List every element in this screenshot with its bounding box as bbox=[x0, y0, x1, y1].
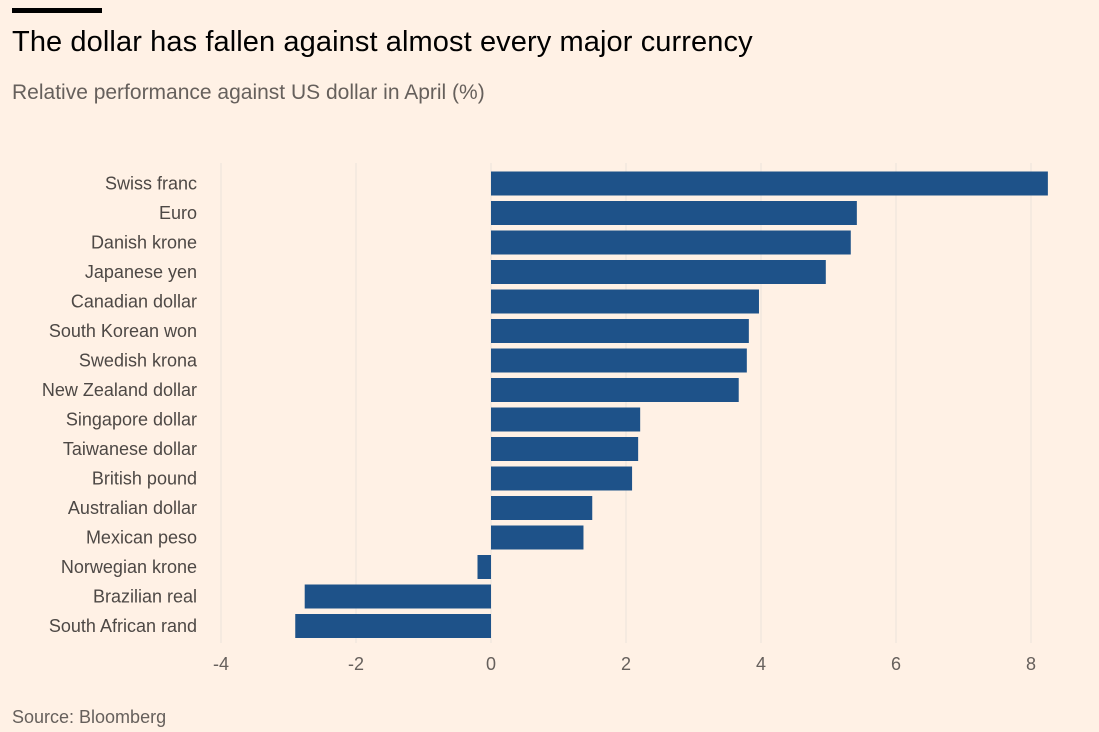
bar bbox=[491, 466, 633, 491]
bar bbox=[491, 496, 593, 520]
category-label: Singapore dollar bbox=[66, 410, 197, 430]
bar bbox=[491, 525, 584, 550]
category-labels: Swiss franc Euro Danish krone Japanese yen C… bbox=[42, 174, 198, 637]
category-label: Taiwanese dollar bbox=[63, 439, 197, 459]
bar bbox=[491, 437, 639, 461]
brand-top-bar bbox=[12, 8, 102, 13]
bar bbox=[491, 230, 851, 255]
category-label: Australian dollar bbox=[68, 498, 197, 518]
category-label: Japanese yen bbox=[85, 262, 197, 282]
x-tick-label: 8 bbox=[1026, 654, 1036, 674]
x-tick-label: 0 bbox=[486, 654, 496, 674]
bar bbox=[491, 171, 1048, 196]
bar bbox=[491, 319, 749, 343]
x-tick-label: 4 bbox=[756, 654, 766, 674]
category-label: Norwegian krone bbox=[61, 557, 197, 577]
category-label: New Zealand dollar bbox=[42, 380, 197, 400]
bar bbox=[491, 378, 739, 402]
category-label: British pound bbox=[92, 469, 197, 489]
bar-chart: Swiss franc Euro Danish krone Japanese yen C… bbox=[42, 163, 1048, 674]
x-tick-label: 6 bbox=[891, 654, 901, 674]
chart-subtitle: Relative performance against US dollar i… bbox=[12, 81, 485, 104]
category-label: South Korean won bbox=[49, 321, 197, 341]
bar bbox=[477, 555, 491, 579]
bars bbox=[295, 171, 1048, 638]
grid-lines bbox=[220, 163, 1032, 643]
bar bbox=[491, 289, 759, 314]
x-tick-label: 2 bbox=[621, 654, 631, 674]
category-label: Brazilian real bbox=[93, 587, 197, 607]
category-label: Canadian dollar bbox=[71, 292, 197, 312]
x-axis-tick-labels: -4 -2 0 2 4 6 8 bbox=[213, 654, 1036, 674]
category-label: Danish krone bbox=[91, 233, 197, 253]
category-label: South African rand bbox=[49, 616, 197, 636]
bar bbox=[491, 348, 747, 373]
bar bbox=[295, 614, 491, 638]
source-note: Source: Bloomberg bbox=[12, 707, 167, 727]
category-label: Euro bbox=[159, 203, 197, 223]
bar bbox=[304, 584, 491, 609]
chart-title: The dollar has fallen against almost eve… bbox=[12, 26, 753, 58]
category-label: Mexican peso bbox=[86, 528, 197, 548]
category-label: Swiss franc bbox=[105, 174, 197, 194]
x-tick-label: -4 bbox=[213, 654, 229, 674]
bar bbox=[491, 201, 857, 225]
bar bbox=[491, 260, 826, 284]
category-label: Swedish krona bbox=[79, 351, 198, 371]
bar bbox=[491, 407, 641, 432]
x-tick-label: -2 bbox=[348, 654, 364, 674]
